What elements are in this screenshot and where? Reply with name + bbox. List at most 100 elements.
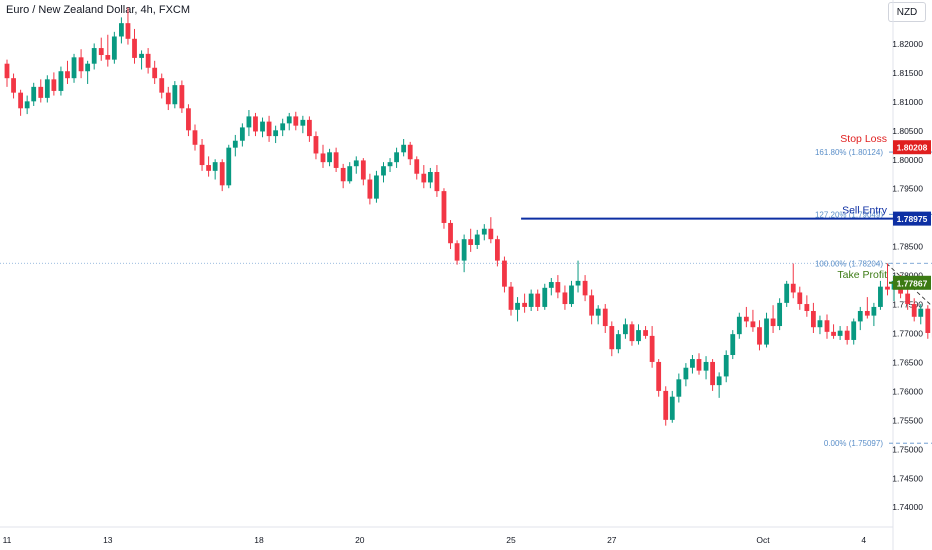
candle <box>488 217 494 244</box>
candle <box>723 350 729 383</box>
candle <box>669 390 675 423</box>
candle <box>414 156 420 180</box>
candle-body <box>582 280 588 296</box>
candle-body <box>226 147 232 186</box>
candle <box>770 305 776 333</box>
candle <box>85 60 91 84</box>
candle <box>327 148 332 167</box>
candle <box>824 314 830 339</box>
candle-body <box>569 285 574 305</box>
candle <box>454 240 460 265</box>
candle-body <box>65 71 70 79</box>
candle-body <box>179 85 185 109</box>
candle <box>911 298 917 322</box>
candle <box>179 80 185 113</box>
candle <box>18 89 24 116</box>
x-tick-label: Oct <box>756 535 770 545</box>
candle-body <box>219 162 225 186</box>
candle <box>407 141 413 166</box>
candle-body <box>125 23 131 39</box>
candle-body <box>623 324 628 335</box>
candle <box>360 158 366 186</box>
candle <box>743 306 749 328</box>
candle-body <box>716 376 722 386</box>
candle-body <box>528 293 534 307</box>
candle <box>427 167 433 189</box>
currency-button[interactable]: NZD <box>888 2 926 22</box>
candle <box>387 158 393 172</box>
candle <box>562 285 568 310</box>
candle <box>730 330 736 360</box>
y-tick-label: 1.78500 <box>892 242 923 252</box>
level-price-tag <box>893 275 931 290</box>
candle-body <box>736 316 742 335</box>
candle <box>98 37 104 61</box>
candle-body <box>199 144 205 166</box>
candle <box>307 116 312 142</box>
candle <box>837 326 843 340</box>
candle <box>508 282 514 316</box>
fib-swing-line[interactable] <box>886 262 932 443</box>
candle <box>864 297 870 319</box>
y-tick-label: 1.77000 <box>892 328 923 338</box>
candle <box>643 326 648 339</box>
level-name: Sell Entry <box>842 205 888 217</box>
candle-body <box>770 318 776 327</box>
candle <box>78 49 84 79</box>
candle-body <box>548 282 554 288</box>
candle <box>522 293 528 313</box>
candle-body <box>925 308 931 333</box>
fibonacci-extension[interactable]: 161.80% (1.80124) 127.20% (1.79049) 100.00… <box>0 148 932 448</box>
candle-body <box>542 287 548 307</box>
candle-body <box>643 330 648 336</box>
candle-body <box>864 310 870 316</box>
candle-body <box>145 53 151 68</box>
candle-body <box>253 116 258 132</box>
candle-body <box>494 239 500 261</box>
candle-body <box>246 116 252 128</box>
candle <box>206 156 211 177</box>
chart-title: Euro / New Zealand Dollar, 4h, FXCM <box>6 4 191 16</box>
candle <box>11 73 16 99</box>
candle-body <box>831 331 836 336</box>
candle <box>871 302 877 327</box>
y-tick-label: 1.75500 <box>892 415 923 425</box>
candle <box>31 82 37 106</box>
candle <box>212 159 218 180</box>
trade-levels[interactable]: Stop Loss 1.80208 Sell Entry 1.78975 Take Pr… <box>521 133 931 290</box>
candle <box>595 305 601 325</box>
candle <box>4 59 10 87</box>
candle <box>569 280 574 307</box>
candle <box>340 163 346 189</box>
candle <box>656 359 662 397</box>
candle-body <box>636 330 641 342</box>
candle-body <box>51 79 57 91</box>
candle <box>649 326 655 368</box>
candle <box>885 263 890 296</box>
candle <box>226 144 232 189</box>
candle-body <box>58 71 64 91</box>
candle-body <box>669 396 675 420</box>
candle-body <box>555 282 561 293</box>
candle <box>683 363 689 387</box>
candle <box>790 263 796 299</box>
candle <box>145 48 151 74</box>
x-tick-label: 27 <box>607 535 617 545</box>
candle <box>381 162 386 183</box>
candle <box>172 81 178 109</box>
candle-body <box>24 101 30 109</box>
candle <box>797 286 803 310</box>
candle-body <box>448 222 453 244</box>
candle <box>602 304 608 333</box>
candle-body <box>535 293 541 307</box>
candle-body <box>629 324 635 342</box>
candle <box>139 50 144 70</box>
candle-body <box>837 330 843 336</box>
candle-body <box>743 316 749 322</box>
candle-body <box>656 361 662 391</box>
candle-body <box>690 359 695 368</box>
candle <box>44 75 50 103</box>
candle-body <box>757 327 762 345</box>
candle-body <box>286 116 292 124</box>
